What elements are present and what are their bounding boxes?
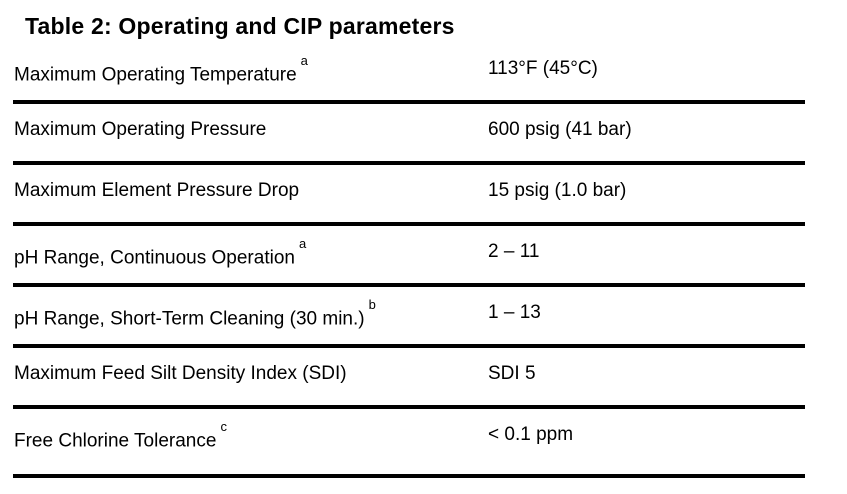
table-row: Free Chlorine Tolerancec < 0.1 ppm <box>13 409 805 478</box>
footnote-marker: a <box>300 53 308 68</box>
parameter-label-text: pH Range, Short-Term Cleaning (30 min.) <box>14 308 365 330</box>
table-row: pH Range, Continuous Operationa 2 – 11 <box>13 226 805 287</box>
table-row: Maximum Element Pressure Drop 15 psig (1… <box>13 165 805 226</box>
footnote-marker: b <box>368 297 376 312</box>
parameter-value: 1 – 13 <box>488 302 541 323</box>
table-row: pH Range, Short-Term Cleaning (30 min.)b… <box>13 287 805 348</box>
footnote-marker: c <box>220 419 227 434</box>
parameter-label-text: Maximum Element Pressure Drop <box>14 180 300 201</box>
parameter-value: < 0.1 ppm <box>488 424 574 445</box>
table-row: Maximum Operating Temperaturea 113°F (45… <box>13 40 805 104</box>
parameter-value: SDI 5 <box>488 363 536 384</box>
parameter-label-text: Free Chlorine Tolerance <box>14 430 217 452</box>
parameter-label: Maximum Feed Silt Density Index (SDI) <box>13 363 488 385</box>
parameter-value: 15 psig (1.0 bar) <box>488 180 627 201</box>
parameter-label: pH Range, Short-Term Cleaning (30 min.)b <box>13 297 488 330</box>
parameters-table: Maximum Operating Temperaturea 113°F (45… <box>13 40 805 478</box>
parameter-label: Maximum Element Pressure Drop <box>13 180 488 202</box>
footnote-marker: a <box>298 236 307 251</box>
parameter-label: Maximum Operating Pressure <box>13 119 488 141</box>
parameter-value: 113°F (45°C) <box>488 58 598 79</box>
parameter-label: pH Range, Continuous Operationa <box>13 236 488 269</box>
table-row: Maximum Operating Pressure 600 psig (41 … <box>13 104 805 165</box>
parameter-value: 600 psig (41 bar) <box>488 119 632 140</box>
parameter-value: 2 – 11 <box>488 241 540 262</box>
parameter-label-text: Maximum Feed Silt Density Index (SDI) <box>14 363 347 384</box>
table-row: Maximum Feed Silt Density Index (SDI) SD… <box>13 348 805 409</box>
parameter-label: Free Chlorine Tolerancec <box>13 419 488 452</box>
parameter-label-text: Maximum Operating Temperature <box>14 64 297 86</box>
parameter-label-text: Maximum Operating Pressure <box>14 119 267 140</box>
parameter-label: Maximum Operating Temperaturea <box>13 53 488 86</box>
table-title: Table 2: Operating and CIP parameters <box>25 13 455 39</box>
parameter-label-text: pH Range, Continuous Operation <box>14 247 295 269</box>
